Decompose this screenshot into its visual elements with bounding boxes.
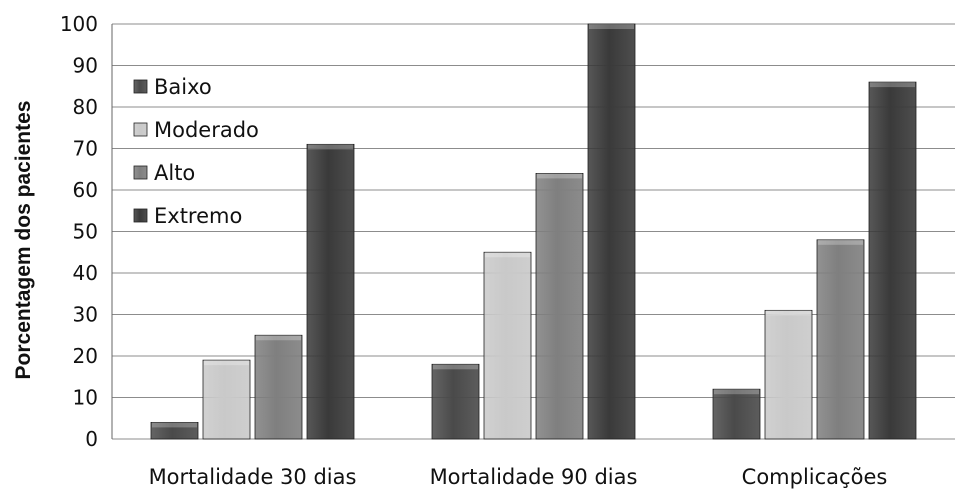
legend-swatch: [133, 79, 148, 94]
y-tick-label: 100: [60, 12, 98, 36]
bar-extremo-2: [587, 23, 636, 440]
bar-moderado-2: [483, 251, 532, 440]
bars: [150, 23, 917, 440]
y-tick-label: 20: [73, 344, 98, 368]
legend: Baixo Moderado Alto Extremo: [133, 75, 259, 228]
bar-extremo-1: [306, 143, 355, 440]
y-tick-label: 60: [73, 178, 98, 202]
bar-highlight: [204, 360, 249, 366]
y-tick-label: 80: [73, 95, 98, 119]
bar-highlight: [589, 24, 634, 29]
grid-lines: [111, 23, 955, 440]
y-tick-label: 70: [73, 137, 98, 161]
y-axis-label: Porcentagem dos pacientes: [12, 101, 35, 380]
bar-baixo-1: [150, 421, 199, 440]
bar-alto-2: [535, 172, 584, 440]
legend-swatch: [133, 122, 148, 137]
bar-extremo-3: [868, 81, 917, 440]
y-tick-label: 40: [73, 261, 98, 285]
x-category-label: Mortalidade 90 dias: [430, 465, 638, 489]
bar-moderado-1: [202, 359, 251, 440]
y-tick-label: 30: [73, 303, 98, 327]
bar-highlight: [714, 389, 759, 395]
bar-highlight: [766, 310, 811, 316]
legend-label: Baixo: [154, 75, 212, 99]
bar-highlight: [485, 252, 530, 258]
x-category-label: Mortalidade 30 dias: [149, 465, 357, 489]
bar-highlight: [870, 82, 915, 88]
legend-label: Moderado: [154, 118, 259, 142]
y-tick-label: 0: [85, 427, 98, 451]
bar-highlight: [152, 422, 197, 428]
bar-highlight: [433, 364, 478, 370]
y-tick-label: 50: [73, 220, 98, 244]
bar-baixo-2: [431, 363, 480, 440]
y-axis-ticks: 0 10 20 30 40 50 60 70 80 90 100: [60, 12, 98, 451]
bar-highlight: [256, 335, 301, 341]
bar-highlight: [818, 239, 863, 245]
x-axis-categories: Mortalidade 30 dias Mortalidade 90 dias Co…: [149, 465, 888, 489]
bar-baixo-3: [712, 388, 761, 440]
bar-alto-3: [816, 239, 865, 440]
bar-highlight: [308, 144, 353, 150]
bar-highlight: [537, 173, 582, 179]
y-tick-label: 90: [73, 54, 98, 78]
bar-alto-1: [254, 334, 303, 440]
x-category-label: Complicações: [742, 465, 888, 489]
legend-swatch: [133, 208, 148, 223]
legend-label: Extremo: [154, 204, 242, 228]
bar-moderado-3: [764, 309, 813, 440]
legend-label: Alto: [154, 161, 195, 185]
y-tick-label: 10: [73, 386, 98, 410]
legend-swatch: [133, 165, 148, 180]
